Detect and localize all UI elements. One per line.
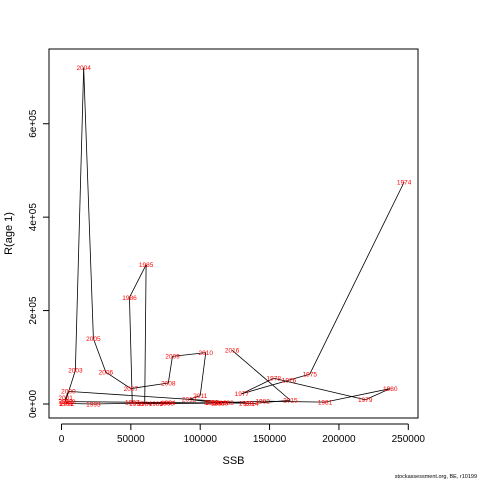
point-label-1987: 1987 (125, 399, 140, 406)
trajectory-segment (231, 349, 291, 401)
point-label-2011: 2011 (193, 393, 207, 400)
point-label-1974: 1974 (397, 179, 412, 186)
trajectory-segment (189, 398, 212, 403)
point-label-2014: 2014 (244, 401, 259, 408)
trajectory-segment (93, 338, 107, 373)
point-label-1999: 1999 (239, 400, 254, 407)
point-label-1984: 1984 (137, 401, 152, 408)
trajectory-segment (309, 181, 405, 375)
x-axis: 0 50000 100000 150000 200000 250000 (59, 423, 426, 445)
point-labels: 1974 1975 1976 1977 1978 1979 1980 1981 1982 1983… (58, 65, 411, 408)
point-label-2001: 2001 (58, 395, 73, 402)
point-label-1979: 1979 (358, 397, 373, 404)
trajectory-segment (172, 352, 206, 357)
trajectory-segment (93, 402, 169, 405)
y-axis: 0e+00 2e+05 4e+05 6e+05 (28, 109, 50, 419)
trajectory-segment (365, 388, 391, 401)
trajectory-segment (83, 67, 94, 339)
trajectory-segment (199, 352, 207, 396)
point-label-1983: 1983 (219, 400, 234, 407)
x-tick-label: 200000 (322, 434, 356, 445)
point-label-2005: 2005 (86, 336, 101, 343)
point-label-1982: 1982 (255, 398, 270, 405)
y-tick-label: 4e+05 (28, 203, 39, 232)
point-label-2007: 2007 (124, 386, 139, 393)
x-axis-title: SSB (222, 455, 244, 467)
point-label-2000: 2000 (61, 389, 76, 396)
point-label-1978: 1978 (266, 376, 281, 383)
trajectory-segment (251, 399, 291, 404)
x-tick-label: 0 (59, 434, 65, 445)
point-label-1995: 1995 (160, 400, 175, 407)
x-tick-label: 100000 (184, 434, 218, 445)
trajectory-segment (105, 371, 132, 389)
point-label-2010: 2010 (199, 350, 214, 357)
point-label-1990: 1990 (61, 399, 76, 406)
trajectory-segment (167, 356, 173, 384)
point-label-1993: 1993 (86, 401, 101, 408)
point-label-1976: 1976 (282, 377, 297, 384)
point-label-2002: 2002 (58, 398, 73, 405)
point-label-1992: 1992 (60, 401, 75, 408)
y-tick-label: 0e+00 (28, 390, 39, 419)
trajectory-segment (74, 67, 85, 371)
trajectory-segment (324, 388, 391, 403)
point-label-2015: 2015 (283, 398, 298, 405)
point-label-1975: 1975 (303, 371, 318, 378)
credit-text: stockassessment.org, BE, r10199 (395, 474, 477, 480)
point-label-1988: 1988 (149, 401, 164, 408)
point-label-1980: 1980 (383, 386, 398, 393)
trajectory-segment (65, 370, 76, 402)
point-label-1986: 1986 (122, 295, 137, 302)
point-label-2016: 2016 (225, 348, 240, 355)
point-label-2009: 2009 (165, 354, 180, 361)
y-tick-label: 6e+05 (28, 109, 39, 138)
point-label-2004: 2004 (76, 65, 91, 72)
x-tick-label: 150000 (253, 434, 287, 445)
point-label-1991: 1991 (58, 400, 73, 407)
trajectory-segment (211, 401, 252, 404)
trajectory-segment (288, 373, 310, 381)
trajectory-segment (241, 379, 290, 395)
trajectory-segment (129, 297, 133, 403)
point-label-1997: 1997 (211, 400, 226, 407)
y-axis-title: R(age 1) (3, 212, 15, 255)
trajectory-segment (241, 377, 274, 395)
trajectory-segment (188, 395, 201, 400)
point-label-2006: 2006 (99, 370, 114, 377)
trajectory-segment (130, 382, 169, 389)
point-label-1977: 1977 (235, 391, 250, 398)
trajectory-segment (65, 391, 69, 399)
point-label-2012: 2012 (182, 397, 197, 404)
point-label-1994: 1994 (161, 400, 176, 407)
x-tick-label: 250000 (392, 434, 426, 445)
x-tick-label: 50000 (117, 434, 145, 445)
trajectory-segment (144, 264, 147, 404)
point-label-1989: 1989 (214, 400, 229, 407)
point-label-1998: 1998 (205, 400, 220, 407)
series-line (65, 67, 405, 405)
trajectory-segment (273, 377, 366, 401)
point-label-1981: 1981 (318, 399, 333, 406)
y-tick-label: 2e+05 (28, 296, 39, 325)
point-label-2013: 2013 (204, 399, 219, 406)
trajectory-segment (68, 390, 247, 404)
point-label-1985: 1985 (139, 262, 154, 269)
point-label-1996: 1996 (129, 401, 144, 408)
point-label-2003: 2003 (68, 368, 83, 375)
trajectory-segment (129, 264, 147, 298)
point-label-2008: 2008 (161, 380, 176, 387)
